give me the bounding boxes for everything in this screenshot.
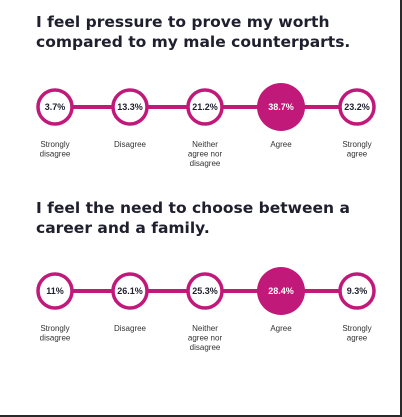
response-percent-label: 26.1%: [117, 286, 143, 296]
response-category-label: Neither agree nor disagree: [188, 140, 223, 168]
question-1-title: I feel pressure to prove my worth compar…: [36, 13, 351, 51]
response-percent-label: 11%: [46, 286, 64, 296]
response-percent-label: 3.7%: [45, 102, 66, 112]
response-node: [338, 272, 376, 310]
response-percent-label: 38.7%: [268, 102, 294, 112]
response-percent-label: 23.2%: [344, 102, 370, 112]
response-category-label: Agree: [270, 324, 292, 333]
response-percent-label: 25.3%: [192, 286, 218, 296]
response-category-label: Disagree: [114, 324, 147, 333]
response-category-label: Agree: [270, 140, 292, 149]
response-node: [36, 88, 74, 126]
response-category-label: Disagree: [114, 140, 147, 149]
response-percent-label: 9.3%: [347, 286, 368, 296]
response-percent-label: 13.3%: [117, 102, 143, 112]
response-percent-label: 21.2%: [192, 102, 218, 112]
response-node: [338, 88, 376, 126]
response-percent-label: 28.4%: [268, 286, 294, 296]
response-category-label: Neither agree nor disagree: [188, 324, 223, 352]
likert-scale-1: 3.7% Strongly disagree 13.3% Disagree 21.2% Ne…: [36, 83, 376, 168]
response-node: [111, 272, 149, 310]
response-node: [257, 267, 305, 315]
response-node: [186, 272, 224, 310]
response-node: [257, 83, 305, 131]
response-category-label: Strongly disagree: [40, 324, 71, 343]
response-category-label: Strongly disagree: [40, 140, 71, 159]
response-node: [36, 272, 74, 310]
question-2-title: I feel the need to choose between a care…: [36, 199, 350, 237]
response-node: [186, 88, 224, 126]
response-category-label: Strongly agree: [342, 140, 371, 159]
response-category-label: Strongly agree: [342, 324, 371, 343]
response-node: [111, 88, 149, 126]
likert-scale-2: 11% Strongly disagree 26.1% Disagree 25.3% Nei…: [36, 267, 376, 352]
